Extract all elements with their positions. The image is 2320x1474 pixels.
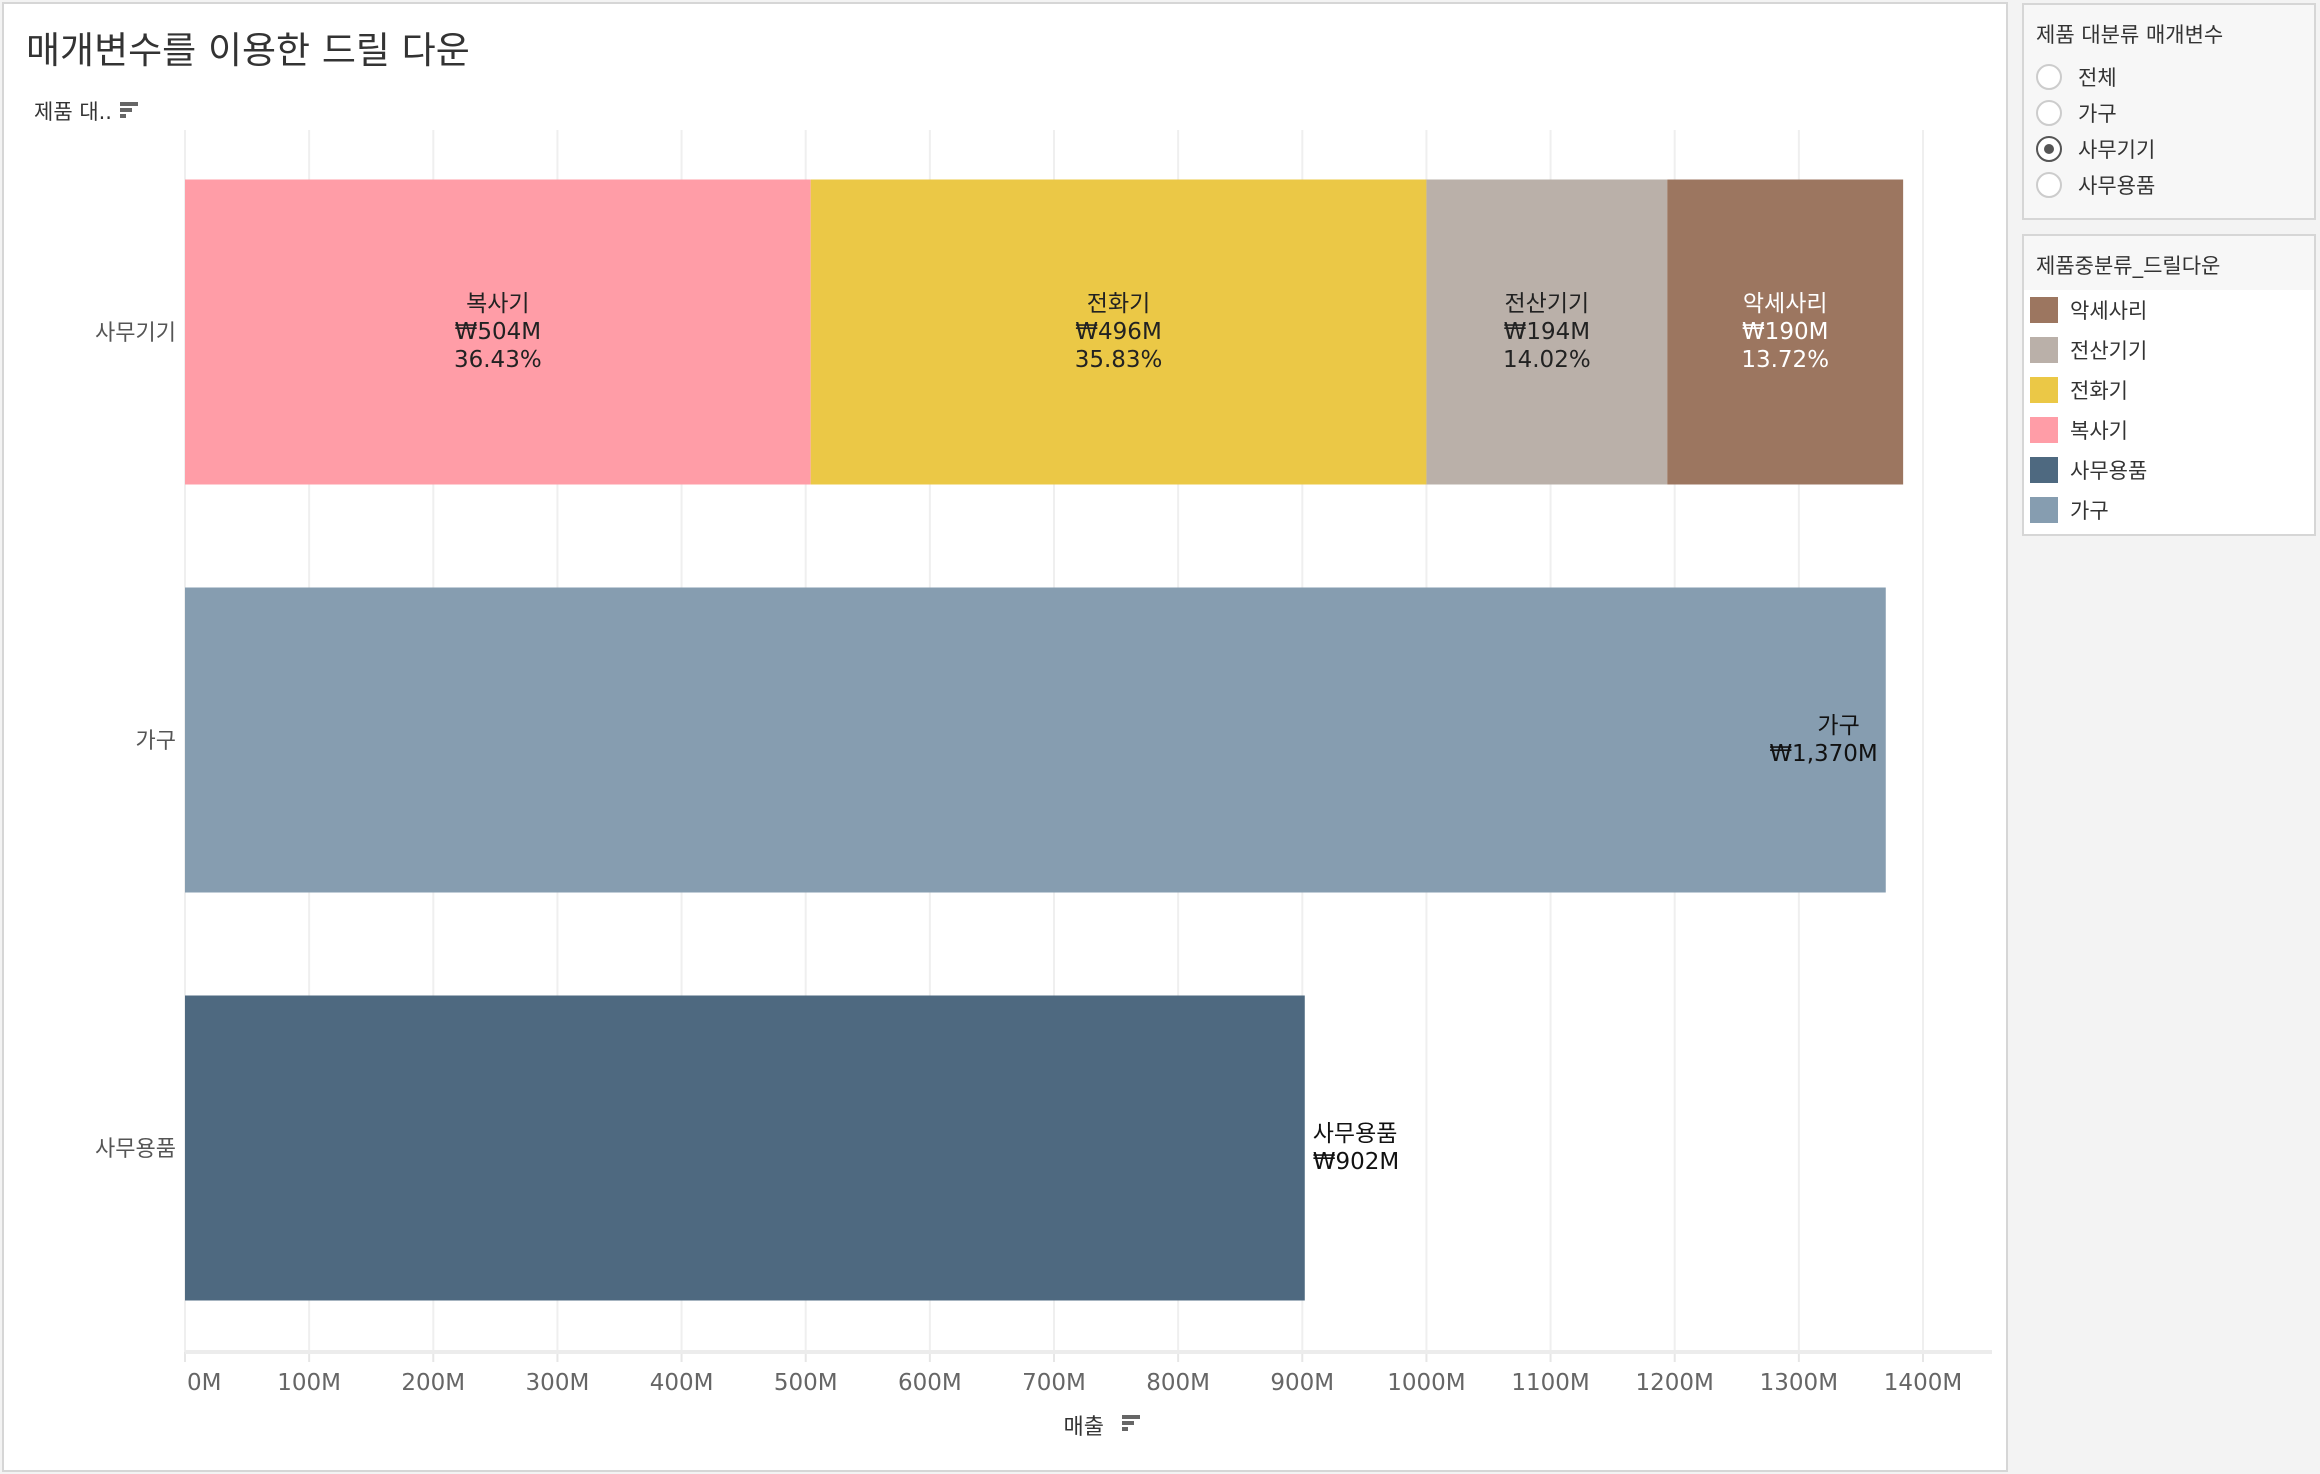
data-label: 36.43% [454, 347, 542, 373]
sort-icon [1122, 1427, 1128, 1431]
legend-swatch [2030, 497, 2058, 523]
tick-label: 1400M [1884, 1370, 1962, 1396]
bar-segment [185, 179, 811, 485]
tick-label: 100M [277, 1370, 341, 1396]
data-label: 14.02% [1503, 347, 1591, 373]
parameter-title: 제품 대분류 매개변수 [2036, 23, 2224, 47]
bar-segment [185, 587, 1886, 893]
legend-swatch [2030, 297, 2058, 323]
data-label: 전화기 [1087, 291, 1150, 317]
category-label: 가구 [136, 729, 176, 754]
legend-swatch [2030, 377, 2058, 403]
tick-label: 1300M [1760, 1370, 1838, 1396]
radio-label: 사무용품 [2078, 174, 2156, 198]
data-label: 가구 [1817, 713, 1859, 739]
legend-label: 복사기 [2070, 419, 2128, 443]
data-label: 13.72% [1741, 347, 1829, 373]
tick-label: 900M [1270, 1370, 1334, 1396]
radio-label: 전체 [2078, 66, 2117, 90]
data-label: ₩194M [1504, 319, 1591, 345]
radio-button[interactable] [2036, 172, 2062, 198]
tick-label: 1100M [1511, 1370, 1589, 1396]
legend-item[interactable]: 가구 [2024, 490, 2314, 530]
legend-label: 전화기 [2070, 379, 2128, 403]
tick-label: 300M [526, 1370, 590, 1396]
y-axis-header[interactable]: 제품 대.. [34, 96, 140, 126]
bar-segment [810, 179, 1427, 485]
radio-option[interactable]: 사무용품 [2024, 167, 2314, 203]
tick-label: 800M [1146, 1370, 1210, 1396]
legend-item[interactable]: 악세사리 [2024, 290, 2314, 330]
category-label: 사무기기 [95, 321, 176, 346]
bar-segment [1426, 179, 1668, 485]
data-label: 악세사리 [1743, 291, 1828, 317]
sort-icon [1122, 1421, 1134, 1425]
data-label: ₩496M [1075, 319, 1162, 345]
data-label: ₩902M [1313, 1149, 1400, 1175]
tick-label: 400M [650, 1370, 714, 1396]
tick-label: 200M [401, 1370, 465, 1396]
legend-item[interactable]: 전산기기 [2024, 330, 2314, 370]
radio-button[interactable] [2036, 64, 2062, 90]
bar-segment [185, 995, 1305, 1301]
bar-segment [1667, 179, 1904, 485]
category-label: 사무용품 [95, 1137, 176, 1162]
legend-label: 악세사리 [2070, 299, 2148, 323]
legend-swatch [2030, 417, 2058, 443]
data-label: ₩190M [1742, 319, 1829, 345]
radio-option[interactable]: 가구 [2024, 95, 2314, 131]
data-label: 전산기기 [1505, 291, 1590, 317]
data-label: 사무용품 [1313, 1121, 1398, 1147]
page-title: 매개변수를 이용한 드릴 다운 [26, 29, 470, 72]
tick-label: 0M [187, 1370, 221, 1396]
sort-icon[interactable] [120, 102, 140, 120]
legend-label: 전산기기 [2070, 339, 2148, 363]
radio-option[interactable]: 사무기기 [2024, 131, 2314, 167]
chart-panel: 0M 100M 200M 300M 400M 500M 600M 700M 800M 900M 10… [2, 2, 2008, 1472]
bar-chart: 0M 100M 200M 300M 400M 500M 600M 700M 800M 900M 10… [95, 130, 1992, 1440]
data-label: ₩504M [455, 319, 542, 345]
data-label: 35.83% [1075, 347, 1163, 373]
legend-item[interactable]: 복사기 [2024, 410, 2314, 450]
legend-label: 가구 [2070, 499, 2109, 523]
legend-item[interactable]: 전화기 [2024, 370, 2314, 410]
legend-item[interactable]: 사무용품 [2024, 450, 2314, 490]
legend-swatch [2030, 337, 2058, 363]
tick-label: 1000M [1387, 1370, 1465, 1396]
tick-label: 700M [1022, 1370, 1086, 1396]
data-label: ₩1,370M [1769, 741, 1877, 767]
radio-button[interactable] [2036, 100, 2062, 126]
x-axis-title: 매출 [1064, 1415, 1104, 1440]
legend-title: 제품중분류_드릴다운 [2024, 236, 2314, 290]
tick-label: 600M [898, 1370, 962, 1396]
tick-label: 500M [774, 1370, 838, 1396]
radio-label: 사무기기 [2078, 138, 2156, 162]
legend-label: 사무용품 [2070, 459, 2148, 483]
radio-label: 가구 [2078, 102, 2117, 126]
radio-option[interactable]: 전체 [2024, 59, 2314, 95]
y-axis-header-label: 제품 대.. [34, 100, 112, 124]
legend-swatch [2030, 457, 2058, 483]
data-label: 복사기 [466, 291, 529, 317]
sort-icon [1122, 1415, 1140, 1419]
tick-label: 1200M [1636, 1370, 1714, 1396]
radio-button[interactable] [2036, 136, 2062, 162]
